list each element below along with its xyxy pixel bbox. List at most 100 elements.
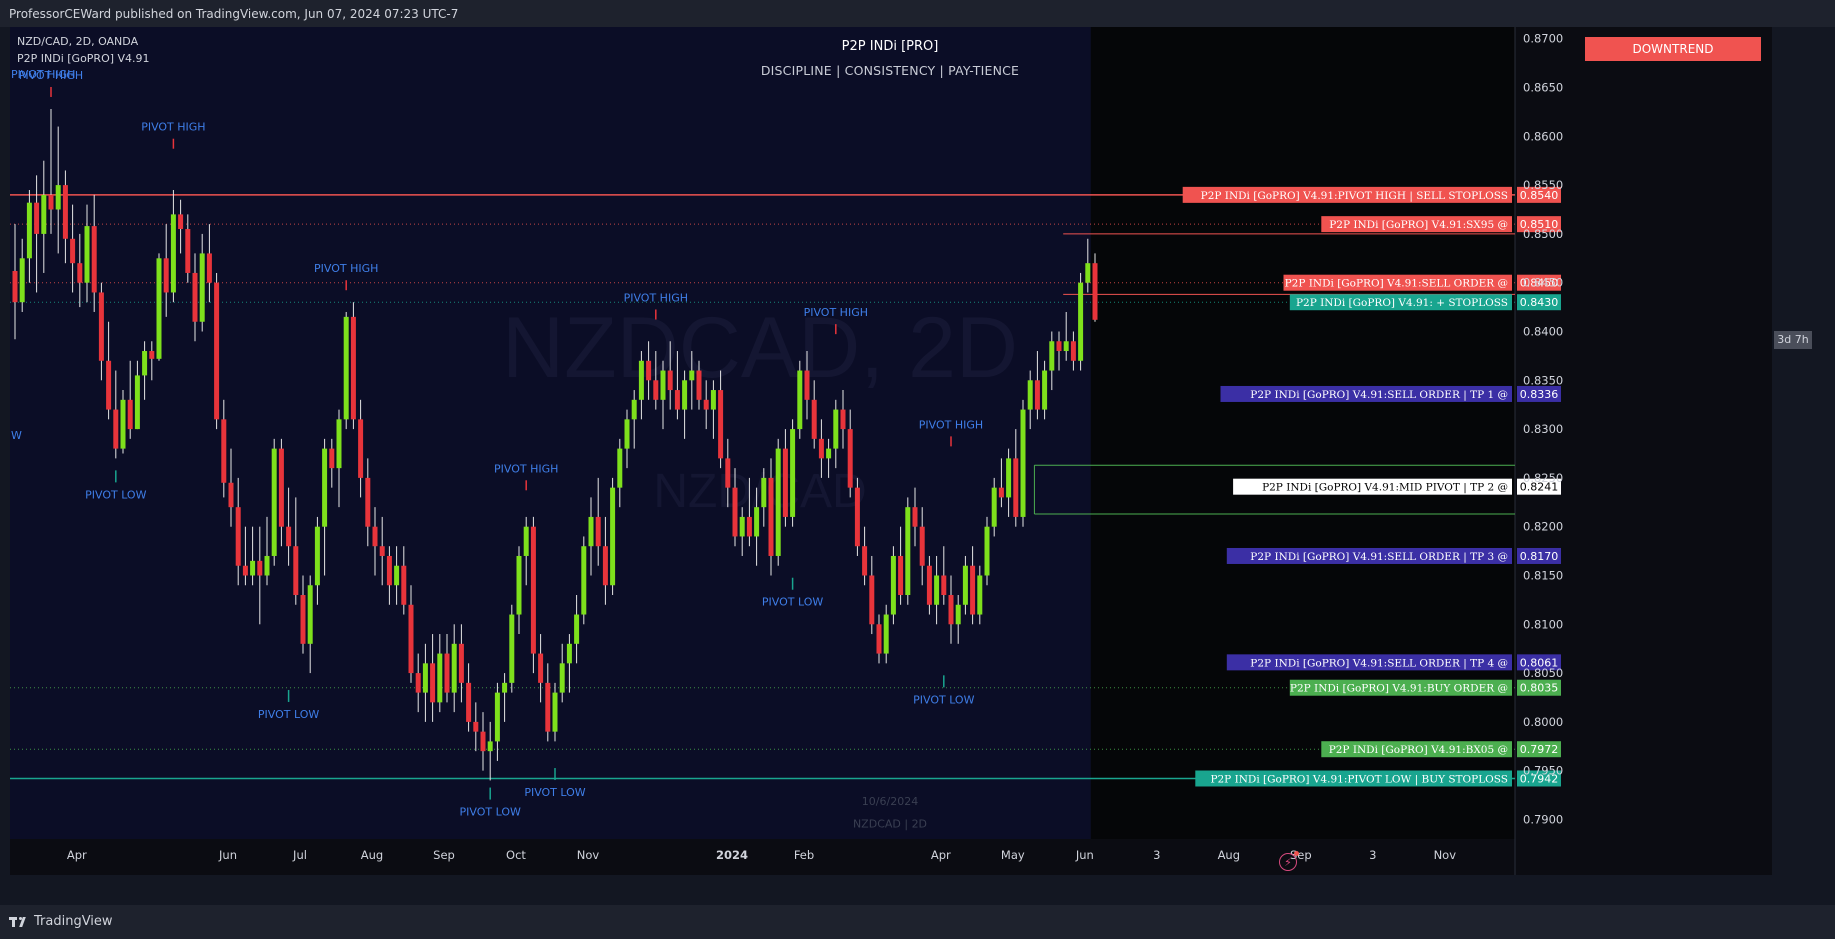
x-tick-label: Aug — [1218, 848, 1240, 862]
tradingview-logo[interactable]: TradingView — [9, 914, 113, 929]
level-price-tag: 0.8061 — [1520, 656, 1559, 669]
y-tick-label: 0.8300 — [1523, 422, 1563, 436]
candle-bear — [113, 409, 119, 449]
indicator-info[interactable]: P2P INDi [GoPRO] V4.91 — [17, 52, 150, 65]
candle-bear — [358, 419, 364, 478]
candle-bear — [127, 399, 133, 430]
pivot-high-label: PIVOT HIGH — [624, 292, 688, 305]
y-tick-label: 0.7950 — [1523, 764, 1563, 778]
x-tick-label: Sep — [433, 848, 455, 862]
level-price-tag: 0.8241 — [1520, 481, 1559, 494]
y-tick-label: 0.8200 — [1523, 520, 1563, 534]
level-price-tag: 0.7972 — [1520, 743, 1559, 756]
candle-bull — [962, 565, 968, 605]
candle-bull — [1020, 409, 1026, 517]
lightning-icon[interactable]: ⚡ — [1279, 851, 1299, 871]
y-tick-label: 0.8600 — [1523, 129, 1563, 143]
symbol-info[interactable]: NZD/CAD, 2D, OANDA — [17, 35, 139, 48]
candle-bear — [538, 653, 544, 683]
candle-bull — [682, 380, 688, 410]
candle-bear — [163, 258, 169, 293]
level-price-tag-bg — [1517, 770, 1561, 787]
x-tick-label: Apr — [67, 848, 87, 862]
edge-pivot-label: W — [11, 429, 22, 442]
tradingview-mark-icon — [9, 915, 29, 929]
candle-bear — [941, 575, 947, 596]
candle-bull — [955, 604, 961, 625]
chart-area[interactable]: NZDCAD, 2D NZD/CAD P2P INDi [GoPRO] V4.91:… — [10, 27, 1772, 875]
candle-bear — [365, 477, 371, 527]
candle-bear — [386, 555, 392, 586]
candle-bear — [401, 565, 407, 605]
pivot-low-label: PIVOT LOW — [524, 786, 585, 799]
level-label: P2P INDi [GoPRO] V4.91:PIVOT LOW | BUY S… — [1210, 773, 1508, 786]
candle-bull — [343, 316, 349, 420]
candle-bull — [26, 202, 32, 259]
candle-bull — [775, 448, 781, 556]
candle-bull — [142, 351, 148, 376]
candle-bear — [293, 546, 299, 596]
candle-bear — [912, 507, 918, 527]
candle-bull — [1078, 282, 1084, 361]
pivot-high-label: PIVOT HIGH — [494, 462, 558, 475]
candle-bear — [1092, 263, 1098, 320]
candle-bull — [120, 399, 126, 449]
price-axis-background — [1515, 27, 1772, 839]
candle-bear — [379, 546, 385, 556]
trend-badge: DOWNTREND — [1585, 37, 1761, 61]
candle-bull — [624, 419, 630, 449]
y-tick-label: 0.8250 — [1523, 471, 1563, 485]
candle-bull — [487, 741, 493, 752]
candle-bear — [1013, 458, 1019, 517]
pivot-high-label: PIVOT HIGH — [314, 262, 378, 275]
candle-bear — [77, 263, 83, 283]
level-label-bg — [1195, 770, 1512, 787]
x-tick-label: 3 — [1369, 848, 1376, 862]
x-tick-label: Feb — [794, 848, 814, 862]
candle-bear — [545, 682, 551, 732]
y-tick-label: 0.8500 — [1523, 227, 1563, 241]
y-tick-label: 0.8700 — [1523, 32, 1563, 46]
level-price-tag-bg — [1517, 679, 1561, 696]
candle-bull — [689, 370, 695, 381]
level-price-tag-bg — [1517, 478, 1561, 495]
candle-bear — [98, 292, 104, 361]
future-background — [1090, 27, 1515, 839]
candle-bull — [451, 643, 457, 693]
candle-bear — [926, 565, 932, 605]
pivot-low-label: PIVOT LOW — [258, 708, 319, 721]
candle-bull — [1049, 341, 1055, 371]
candle-bear — [106, 360, 112, 410]
price-chart[interactable]: NZDCAD, 2D NZD/CAD P2P INDi [GoPRO] V4.91:… — [10, 27, 1772, 875]
candle-bull — [991, 487, 997, 527]
pivot-high-label: PIVOT HIGH — [19, 69, 83, 82]
candle-bear — [847, 429, 853, 488]
x-tick-label: Aug — [361, 848, 383, 862]
candle-bull — [516, 555, 522, 615]
y-tick-label: 0.8550 — [1523, 178, 1563, 192]
candle-bull — [977, 575, 983, 615]
level-label: P2P INDi [GoPRO] V4.91:SELL ORDER | TP 4… — [1250, 657, 1508, 670]
x-tick-label: 2024 — [716, 848, 748, 862]
candle-bull — [660, 370, 666, 400]
candle-bull — [437, 653, 443, 703]
candle-bear — [444, 653, 450, 693]
candle-bear — [696, 370, 702, 400]
candle-bear — [350, 316, 356, 420]
candle-bull — [523, 526, 529, 556]
level-price-tag-bg — [1517, 216, 1561, 233]
candle-bull — [559, 663, 565, 693]
candle-bear — [869, 575, 875, 625]
x-tick-label: 3 — [1153, 848, 1160, 862]
candle-bull — [307, 585, 313, 644]
time-axis-background — [10, 839, 1772, 875]
level-price-tag: 0.8430 — [1520, 296, 1559, 309]
candle-bear — [811, 399, 817, 439]
x-tick-label: Oct — [506, 848, 526, 862]
date-overlay-symbol: NZDCAD | 2D — [853, 817, 927, 830]
level-price-tag: 0.8510 — [1520, 218, 1559, 231]
level-label: P2P INDi [GoPRO] V4.91:SELL ORDER | TP 1… — [1250, 389, 1508, 402]
candle-bear — [667, 370, 673, 391]
candle-bear — [782, 448, 788, 517]
x-tick-label: Apr — [931, 848, 951, 862]
